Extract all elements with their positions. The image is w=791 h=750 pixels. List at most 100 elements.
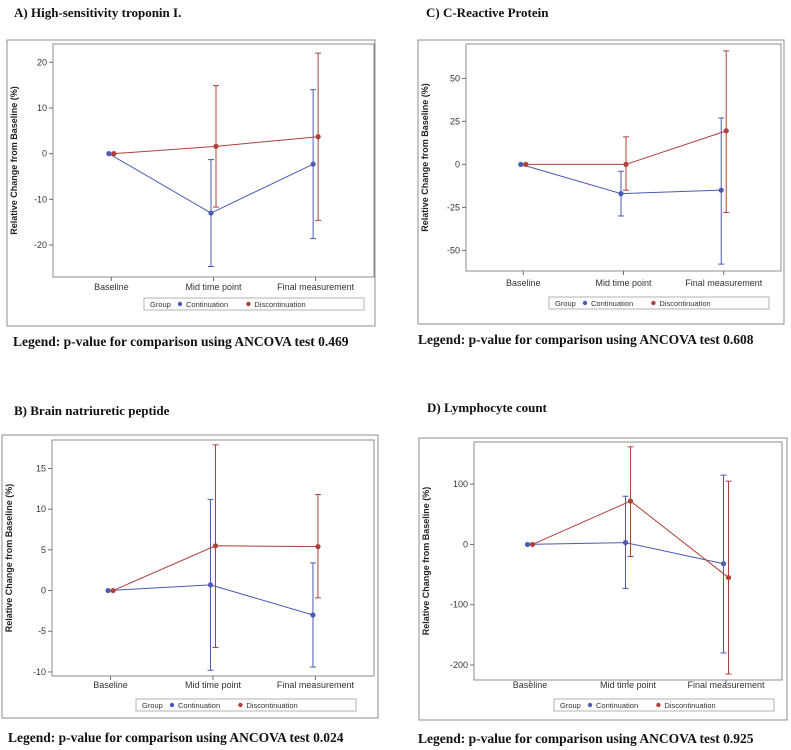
y-tick-label: 50	[450, 73, 460, 83]
y-axis-label: Relative Change from Baseline (%)	[9, 86, 19, 235]
x-tick-label: Mid time point	[185, 282, 242, 292]
x-tick-label: Mid time point	[600, 680, 657, 690]
data-point-discontinuation	[725, 574, 732, 581]
y-tick-label: 25	[450, 116, 460, 126]
data-point-continuation	[718, 187, 724, 193]
data-point-continuation	[106, 151, 112, 157]
y-axis-label: Relative Change from Baseline (%)	[420, 83, 430, 232]
legend-marker	[238, 702, 243, 708]
data-point-discontinuation	[529, 541, 536, 548]
y-tick-label: -25	[447, 202, 460, 212]
panel-frame	[6, 39, 376, 327]
data-point-discontinuation	[315, 544, 321, 550]
x-tick-label: Final measurement	[277, 282, 355, 292]
legend-entry: Continuation	[186, 300, 228, 309]
legend	[548, 296, 770, 310]
y-axis-label: Relative Change from Baseline (%)	[421, 487, 431, 636]
y-tick-label: 0	[41, 586, 46, 596]
data-point-discontinuation	[111, 151, 117, 157]
p-value-note: Legend: p-value for comparison using ANC…	[13, 334, 349, 349]
data-point-discontinuation	[627, 498, 634, 504]
legend-entry: Continuation	[178, 701, 220, 710]
x-tick-label: Baseline	[506, 278, 541, 288]
data-point-discontinuation	[213, 143, 219, 149]
x-tick-label: Baseline	[93, 680, 128, 690]
legend-title: Group	[555, 299, 576, 308]
plot-area	[473, 441, 783, 681]
legend-entry: Continuation	[596, 701, 638, 710]
panel-title: C) C-Reactive Protein	[426, 5, 549, 20]
y-tick-label: 0	[455, 159, 460, 169]
y-tick-label: -10	[33, 667, 46, 677]
data-point-continuation	[310, 161, 316, 167]
data-point-continuation	[310, 612, 316, 618]
x-tick-label: Final measurement	[277, 680, 355, 690]
legend-marker	[651, 300, 656, 306]
data-point-continuation	[524, 541, 531, 548]
plot-area	[52, 43, 375, 278]
chart-panel-4: D) Lymphocyte count -200 -100 0 100 Relative …	[418, 400, 788, 746]
legend	[135, 698, 357, 712]
x-tick-label: Mid time point	[185, 680, 242, 690]
p-value-note: Legend: p-value for comparison using ANC…	[8, 730, 344, 745]
x-tick-label: Final measurement	[685, 278, 763, 288]
y-tick-label: 10	[36, 504, 46, 514]
panel-frame	[418, 437, 788, 721]
y-tick-label: 0	[42, 149, 47, 159]
panel-frame	[1, 434, 379, 719]
legend-title: Group	[150, 300, 171, 309]
x-tick-label: Baseline	[94, 282, 129, 292]
y-tick-label: -20	[34, 240, 47, 250]
legend-title: Group	[560, 701, 581, 710]
chart-panel-1: A) High-sensitivity troponin I. -20 -10 0 10…	[6, 5, 376, 349]
legend-marker	[246, 301, 251, 307]
chart-panel-2: C) C-Reactive Protein -50 -25 0 25 50 Relative…	[417, 5, 785, 347]
x-tick-label: Baseline	[513, 680, 548, 690]
y-tick-label: -200	[450, 660, 468, 670]
legend	[553, 698, 775, 712]
legend-marker	[582, 300, 588, 306]
legend-title: Group	[142, 701, 163, 710]
legend-entry: Continuation	[591, 299, 633, 308]
data-point-continuation	[618, 191, 624, 197]
plot-area	[51, 439, 375, 677]
legend-entry: Discontinuation	[664, 701, 715, 710]
y-tick-label: 5	[41, 545, 46, 555]
data-point-continuation	[207, 582, 214, 588]
data-point-discontinuation	[110, 587, 116, 594]
y-axis-label: Relative Change from Baseline (%)	[4, 484, 14, 633]
x-tick-label: Final measurement	[687, 680, 765, 690]
y-tick-label: -10	[34, 194, 47, 204]
y-tick-label: -50	[447, 245, 460, 255]
data-point-continuation	[105, 587, 111, 594]
legend	[143, 297, 365, 311]
chart-panel-3: B) Brain natriuretic peptide -10 -5 0 5 10 15 R…	[1, 403, 379, 745]
data-point-continuation	[720, 561, 727, 567]
p-value-note: Legend: p-value for comparison using ANC…	[418, 332, 754, 347]
y-tick-label: 100	[453, 479, 468, 489]
data-point-continuation	[518, 161, 524, 167]
y-tick-label: 10	[37, 103, 47, 113]
y-tick-label: -100	[450, 600, 468, 610]
data-point-continuation	[208, 210, 214, 216]
legend-marker	[169, 702, 175, 708]
data-point-discontinuation	[212, 543, 219, 549]
panel-title: B) Brain natriuretic peptide	[14, 403, 170, 418]
legend-marker	[177, 301, 183, 307]
data-point-continuation	[622, 540, 629, 546]
x-tick-label: Mid time point	[595, 278, 652, 288]
panel-title: A) High-sensitivity troponin I.	[14, 5, 181, 20]
y-tick-label: 0	[463, 539, 468, 549]
y-tick-label: 15	[36, 463, 46, 473]
data-point-discontinuation	[315, 134, 321, 140]
p-value-note: Legend: p-value for comparison using ANC…	[418, 731, 754, 746]
legend-marker	[587, 702, 593, 708]
y-tick-label: -5	[38, 626, 46, 636]
panel-frame	[417, 39, 785, 325]
legend-marker	[656, 702, 661, 708]
legend-entry: Discontinuation	[659, 299, 710, 308]
data-point-discontinuation	[723, 128, 729, 134]
panel-title: D) Lymphocyte count	[427, 400, 548, 415]
y-tick-label: 20	[37, 57, 47, 67]
